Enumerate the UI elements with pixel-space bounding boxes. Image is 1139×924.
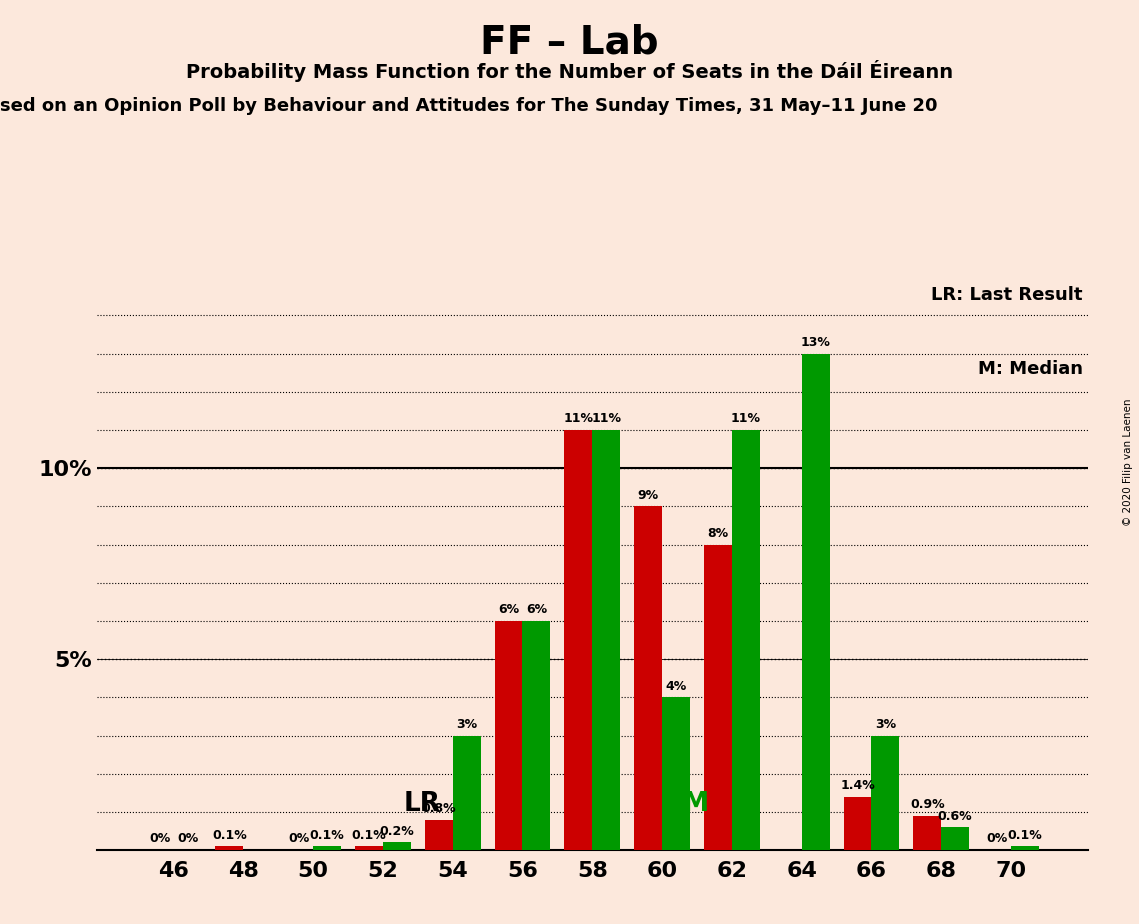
Text: 4%: 4% [665, 680, 687, 693]
Bar [871, 736, 900, 850]
Text: 0%: 0% [177, 833, 198, 845]
Text: 6%: 6% [498, 603, 519, 616]
Text: 0.9%: 0.9% [910, 798, 944, 811]
Bar [704, 544, 732, 850]
Text: sed on an Opinion Poll by Behaviour and Attitudes for The Sunday Times, 31 May–1: sed on an Opinion Poll by Behaviour and … [0, 97, 937, 115]
Text: 0%: 0% [149, 833, 170, 845]
Text: 0.2%: 0.2% [379, 825, 415, 838]
Text: 11%: 11% [591, 412, 621, 425]
Bar [662, 698, 690, 850]
Text: 9%: 9% [638, 489, 658, 502]
Text: Probability Mass Function for the Number of Seats in the Dáil Éireann: Probability Mass Function for the Number… [186, 60, 953, 82]
Text: 8%: 8% [707, 527, 729, 540]
Bar [802, 354, 829, 850]
Bar [383, 843, 411, 850]
Text: LR: LR [404, 791, 441, 817]
Text: 0.1%: 0.1% [212, 829, 247, 842]
Text: 0.1%: 0.1% [310, 829, 344, 842]
Bar [634, 506, 662, 850]
Text: © 2020 Filip van Laenen: © 2020 Filip van Laenen [1123, 398, 1133, 526]
Bar [452, 736, 481, 850]
Text: 0.8%: 0.8% [421, 802, 456, 815]
Text: 13%: 13% [801, 336, 830, 349]
Text: M: M [683, 791, 710, 817]
Bar [425, 820, 452, 850]
Text: 0.1%: 0.1% [1008, 829, 1042, 842]
Bar [523, 621, 550, 850]
Bar [1011, 846, 1039, 850]
Text: 11%: 11% [564, 412, 593, 425]
Text: 3%: 3% [456, 718, 477, 731]
Text: 0.6%: 0.6% [937, 809, 973, 822]
Text: 6%: 6% [526, 603, 547, 616]
Bar [844, 796, 871, 850]
Bar [564, 430, 592, 850]
Text: 3%: 3% [875, 718, 896, 731]
Bar [313, 846, 341, 850]
Text: LR: Last Result: LR: Last Result [932, 286, 1083, 304]
Bar [732, 430, 760, 850]
Text: 0.1%: 0.1% [352, 829, 386, 842]
Text: FF – Lab: FF – Lab [481, 23, 658, 61]
Bar [355, 846, 383, 850]
Bar [494, 621, 523, 850]
Text: 1.4%: 1.4% [841, 779, 875, 792]
Bar [941, 827, 969, 850]
Bar [592, 430, 621, 850]
Text: 0%: 0% [986, 833, 1008, 845]
Text: 11%: 11% [731, 412, 761, 425]
Bar [913, 816, 941, 850]
Text: M: Median: M: Median [977, 360, 1083, 378]
Bar [215, 846, 244, 850]
Text: 0%: 0% [288, 833, 310, 845]
